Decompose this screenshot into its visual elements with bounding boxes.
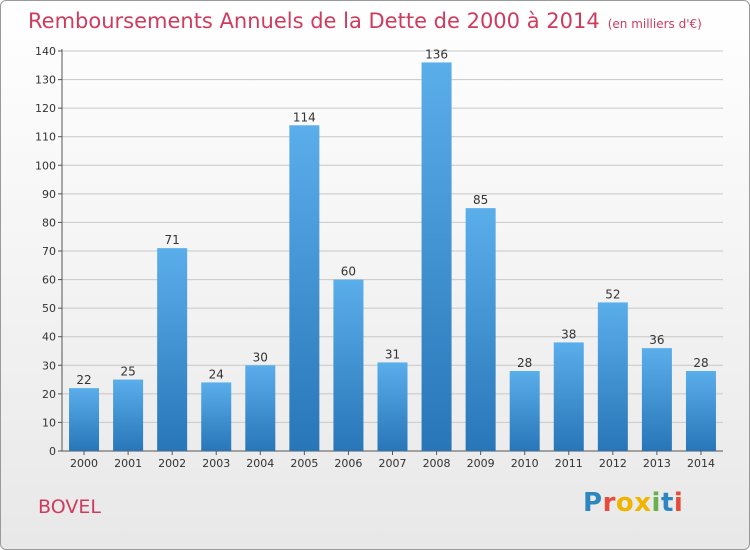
data-label: 60 [341,265,356,279]
y-tick-label: 40 [42,331,56,344]
data-label: 52 [605,287,620,301]
y-tick-labels: 0 10 20 30 40 50 60 70 80 90 100 110 120 130 140 [35,45,56,458]
y-tick-label: 30 [42,359,56,372]
bar [289,125,320,452]
bars [69,62,716,452]
x-tick-label: 2005 [290,457,318,470]
x-tick-label: 2012 [599,457,627,470]
x-tick-label: 2003 [202,457,230,470]
data-label: 85 [473,193,488,207]
logo-letter: r [602,488,616,518]
y-tick-label: 10 [42,416,56,429]
bar [245,365,276,451]
x-tick-label: 2014 [687,457,715,470]
data-label: 31 [385,347,400,361]
bar [553,342,584,451]
data-label: 24 [209,367,224,381]
x-tick-label: 2011 [555,457,583,470]
y-tick-label: 70 [42,245,56,258]
x-tick-label: 2010 [511,457,539,470]
data-label: 71 [165,233,180,247]
chart-title: Remboursements Annuels de la Dette de 20… [28,9,702,33]
x-tick-label: 2001 [114,457,142,470]
y-tick-label: 60 [42,274,56,287]
x-tick-label: 2000 [70,457,98,470]
logo-letter: P [583,488,603,518]
data-label: 38 [561,327,576,341]
bar [421,62,452,452]
bar [641,348,672,451]
logo-letter: x [634,488,652,518]
logo-letter: i [673,488,684,518]
x-tick-label: 2004 [246,457,274,470]
x-tick-label: 2008 [423,457,451,470]
y-tick-label: 110 [35,131,56,144]
bar [201,382,232,451]
commune-name: BOVEL [38,496,101,518]
data-label: 136 [425,47,448,61]
title-unit: (en milliers d'€) [607,17,702,31]
x-tick-labels: 2000 2001 2002 2003 2004 2005 2006 2007 2008 2009… [70,451,715,470]
title-text: Remboursements Annuels de la Dette de 20… [28,9,600,33]
data-labels: 22 25 71 24 30 114 60 31 136 85 28 38 52 36 28 [76,47,708,387]
data-label: 25 [120,365,135,379]
y-tick-label: 0 [49,445,56,458]
data-label: 30 [253,350,268,364]
logo-letter: o [615,488,635,518]
bar [465,208,496,451]
y-tick-label: 80 [42,216,56,229]
bar [113,379,144,451]
data-label: 28 [693,356,708,370]
bar [377,362,408,451]
y-tick-label: 100 [35,159,56,172]
bar [333,279,364,451]
y-tick-label: 20 [42,388,56,401]
y-tick-label: 130 [35,74,56,87]
x-tick-label: 2007 [379,457,407,470]
bar [685,371,716,451]
y-tick-label: 90 [42,188,56,201]
bar [157,248,188,451]
bar [597,302,628,451]
x-tick-label: 2006 [334,457,362,470]
data-label: 114 [293,110,316,124]
proxiti-logo: Proxiti [583,488,683,518]
x-tick-label: 2009 [467,457,495,470]
x-tick-label: 2002 [158,457,186,470]
y-tick-label: 140 [35,45,56,58]
y-tick-label: 120 [35,102,56,115]
logo-letter: i [651,488,661,518]
data-label: 36 [649,333,664,347]
data-label: 22 [76,373,91,387]
logo-letter: t [660,488,674,518]
bar [69,388,100,451]
data-label: 28 [517,356,532,370]
bar [509,371,540,451]
y-tick-label: 50 [42,302,56,315]
x-tick-label: 2013 [643,457,671,470]
